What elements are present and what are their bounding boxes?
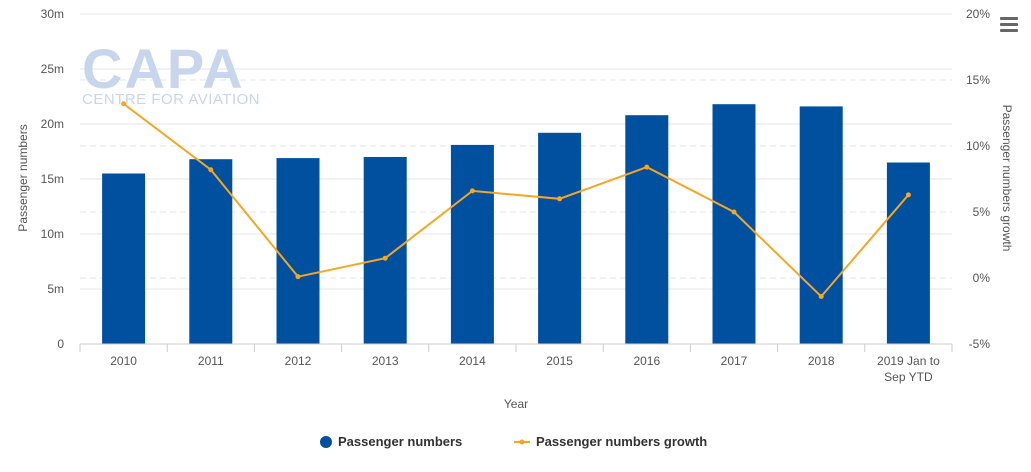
growth-point-2014[interactable] — [469, 188, 475, 194]
legend-bar-marker — [320, 436, 332, 448]
x-tick-label: 2016 — [633, 354, 660, 368]
line-series — [121, 101, 911, 299]
x-tick-label: Sep YTD — [884, 370, 933, 384]
growth-point-2013[interactable] — [382, 255, 388, 261]
growth-point-2016[interactable] — [644, 164, 650, 170]
watermark-tagline: CENTRE FOR AVIATION — [82, 91, 260, 108]
growth-point-2010[interactable] — [121, 101, 127, 107]
y2-tick-label: -5% — [969, 337, 991, 351]
bar-2012[interactable] — [276, 158, 320, 344]
y-tick-label: 25m — [41, 62, 64, 76]
y2-tick-label: 5% — [973, 205, 991, 219]
watermark-logo: CAPA CENTRE FOR AVIATION — [82, 37, 260, 108]
y-tick-label: 30m — [41, 7, 64, 21]
bar-2013[interactable] — [363, 157, 407, 344]
x-axis-ticks: 2010 2011 2012 2013 2014 2015 2016 2017 2018 2019… — [79, 344, 953, 384]
y2-axis-title: Passenger numbers growth — [1000, 105, 1014, 252]
legend-item-passenger-growth[interactable]: Passenger numbers growth — [514, 434, 707, 449]
y-tick-label: 15m — [41, 172, 64, 186]
x-tick-label: 2017 — [721, 354, 748, 368]
x-axis-title: Year — [504, 397, 528, 411]
bar-2018[interactable] — [799, 106, 843, 345]
menu-bar-1 — [1000, 17, 1018, 20]
legend-label-bars: Passenger numbers — [338, 434, 462, 449]
x-tick-label: 2010 — [110, 354, 137, 368]
legend-line-dot — [519, 439, 525, 445]
bar-2011[interactable] — [189, 159, 233, 344]
legend-item-passenger-numbers[interactable]: Passenger numbers — [320, 434, 462, 449]
x-tick-label: 2014 — [459, 354, 486, 368]
bar-2014[interactable] — [450, 144, 494, 344]
y-tick-label: 20m — [41, 117, 64, 131]
y2-tick-label: 20% — [966, 7, 990, 21]
bar-2015[interactable] — [538, 132, 582, 344]
x-tick-label: 2011 — [198, 354, 224, 368]
menu-bar-3 — [1000, 29, 1018, 32]
right-axis-ticks: -5% 0% 5% 10% 15% 20% — [966, 7, 990, 351]
x-tick-label: 2019 Jan to — [877, 354, 940, 368]
x-tick-label: 2013 — [372, 354, 399, 368]
legend: Passenger numbers Passenger numbers grow… — [320, 434, 707, 449]
bar-2016[interactable] — [625, 115, 669, 344]
bar-2010[interactable] — [102, 173, 146, 345]
y-tick-label: 10m — [41, 227, 64, 241]
watermark-brand: CAPA — [82, 37, 245, 100]
x-tick-label: 2015 — [546, 354, 573, 368]
y2-tick-label: 10% — [966, 139, 990, 153]
left-axis-ticks: 0 5m 10m 15m 20m 25m 30m — [41, 7, 65, 351]
y-tick-label: 0 — [57, 337, 64, 351]
menu-bar-2 — [1000, 23, 1018, 26]
growth-point-2012[interactable] — [295, 274, 301, 280]
x-tick-label: 2012 — [285, 354, 312, 368]
y2-tick-label: 15% — [966, 73, 990, 87]
growth-point-2017[interactable] — [731, 209, 737, 215]
growth-line — [122, 102, 910, 298]
legend-label-line: Passenger numbers growth — [536, 434, 707, 449]
growth-point-2011[interactable] — [208, 167, 214, 173]
y-tick-label: 5m — [47, 282, 64, 296]
growth-point-2019-jan-to-sep-ytd[interactable] — [905, 192, 911, 198]
x-tick-label: 2018 — [808, 354, 835, 368]
bar-series — [102, 104, 930, 345]
y2-tick-label: 0% — [973, 271, 991, 285]
bar-2017[interactable] — [712, 104, 756, 344]
y-axis-title: Passenger numbers — [16, 124, 30, 231]
growth-point-2015[interactable] — [557, 196, 563, 202]
bar-2019-jan-to-sep-ytd[interactable] — [886, 162, 930, 345]
hamburger-menu-icon[interactable] — [1000, 17, 1018, 33]
growth-point-2018[interactable] — [818, 293, 824, 299]
